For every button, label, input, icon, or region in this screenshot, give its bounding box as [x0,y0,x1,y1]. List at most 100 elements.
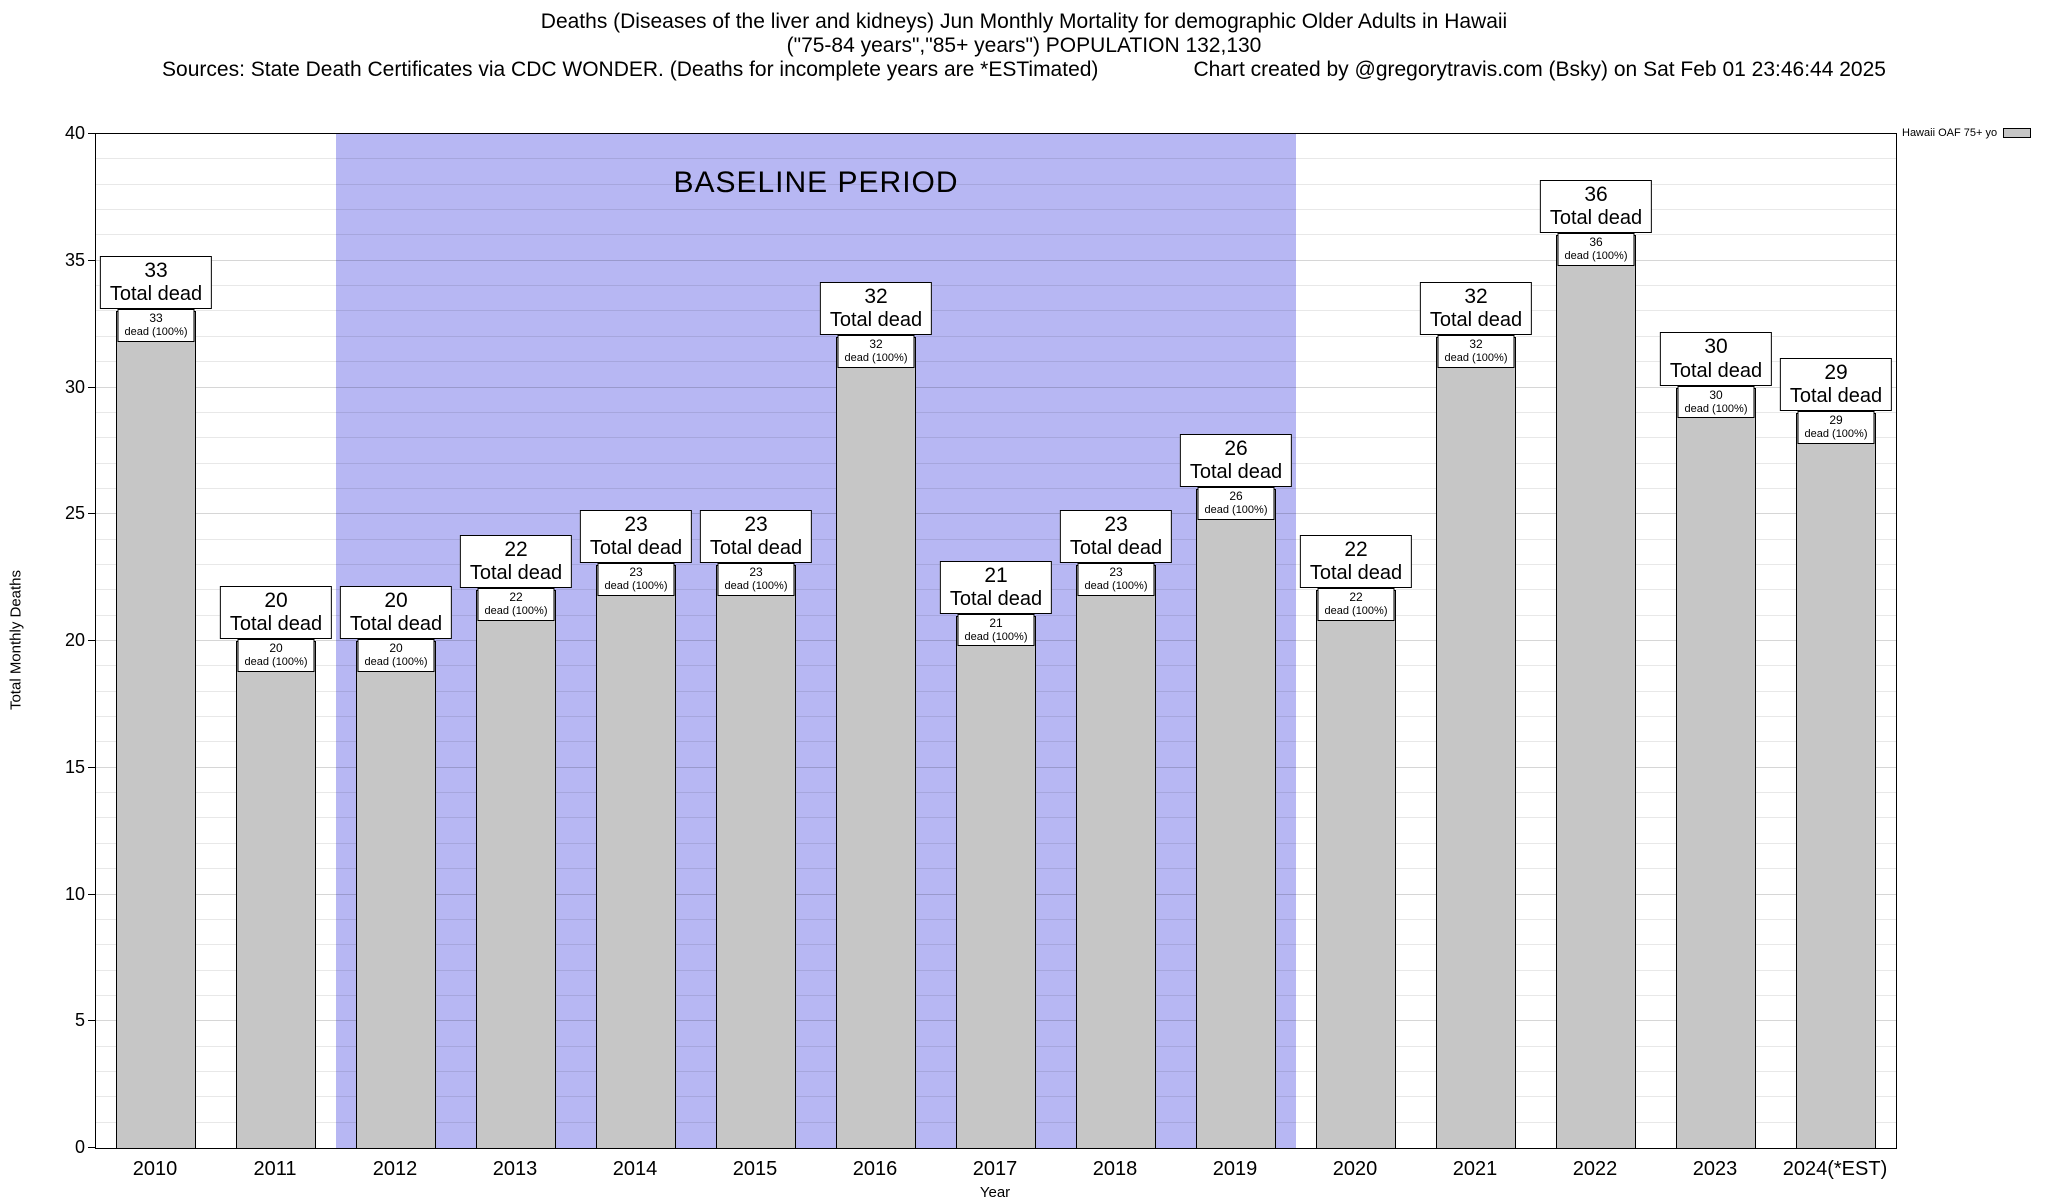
bar-total-text: Total dead [1789,384,1883,407]
x-tick-label: 2013 [492,1158,538,1180]
y-tick-label: 20 [64,630,85,650]
x-tick-label: 2018 [1092,1158,1138,1180]
bar-segment-value: 20 [389,641,403,655]
bar-total-value: 26 [1224,436,1248,460]
bar-segment-value: 21 [989,615,1003,630]
bar-segment-label: 22 dead (100%) [1317,588,1395,622]
chart-title-line1: Deaths (Diseases of the liver and kidney… [540,10,1508,33]
gridline [96,513,1896,515]
bar [956,615,1036,1148]
gridline [96,411,1896,413]
bar-total-value: 29 [1824,360,1848,384]
y-tick-mark [88,640,95,641]
gridline [96,538,1896,540]
gridline [96,183,1896,185]
bar-segment-text: dead (100%) [964,630,1028,643]
bar-segment-label: 32 dead (100%) [837,334,915,368]
bar-total-text: Total dead [1189,460,1283,483]
bar-total-value: 23 [744,512,768,536]
bar [1196,488,1276,1148]
bar-segment-label: 23 dead (100%) [717,562,795,596]
bar-segment-value: 26 [1229,488,1243,503]
legend: Hawaii OAF 75+ yo [1902,127,2032,139]
gridline [96,234,1896,236]
bar-segment-text: dead (100%) [604,579,668,592]
bar-total-text: Total dead [229,613,323,635]
bar-segment-value: 22 [509,590,523,605]
y-tick-mark [88,386,95,388]
bar-total-label: 20 Total dead [219,585,333,639]
bar-segment-label: 26 dead (100%) [1197,486,1275,520]
bar-segment-text: dead (100%) [844,351,908,364]
x-tick-label: 2017 [972,1158,1018,1180]
x-tick-label: 2021 [1452,1158,1498,1180]
bar-total-value: 32 [1464,284,1488,308]
gridline [96,209,1896,211]
x-tick-label: 2014 [612,1158,658,1180]
bar [1316,590,1396,1148]
bar-total-label: 23 Total dead [579,509,693,563]
y-tick-mark [88,513,95,515]
gridline [96,437,1896,439]
x-tick-label: 2015 [732,1158,778,1180]
bar-segment-text: dead (100%) [1204,503,1268,516]
bar-segment-label: 36 dead (100%) [1557,233,1635,267]
bar-segment-value: 20 [269,641,283,655]
bar-total-text: Total dead [1549,207,1643,230]
bar-total-value: 22 [504,538,528,562]
bar-segment-value: 32 [1469,336,1483,351]
bar [236,641,316,1148]
bar-total-value: 23 [1104,512,1128,536]
y-tick-label: 40 [64,123,85,143]
bar [1436,336,1516,1148]
bar-total-text: Total dead [349,613,443,635]
bar-segment-text: dead (100%) [484,605,548,618]
x-tick-label: 2023 [1692,1158,1738,1180]
bar-segment-value: 23 [749,564,763,579]
bar-segment-value: 23 [629,564,643,579]
bar-total-label: 20 Total dead [339,585,453,639]
bar-total-label: 32 Total dead [819,281,933,335]
y-tick-label: 15 [64,756,85,777]
bar-total-value: 33 [144,259,168,283]
bar-segment-value: 23 [1109,564,1123,579]
bar-total-text: Total dead [589,536,683,559]
bar-segment-label: 33 dead (100%) [117,309,195,343]
bar-segment-label: 21 dead (100%) [957,613,1035,647]
y-tick-mark [88,893,95,895]
bar-total-value: 32 [864,284,888,308]
bar-total-value: 36 [1584,183,1608,207]
y-tick-label: 25 [64,503,85,524]
x-tick-label: 2020 [1332,1158,1378,1180]
gridline [96,158,1896,160]
bar-segment-text: dead (100%) [1084,579,1148,592]
bar-total-label: 23 Total dead [699,509,813,563]
bar-total-label: 22 Total dead [459,535,573,589]
bar-total-label: 29 Total dead [1779,357,1893,411]
x-tick-label: 2010 [132,1158,178,1180]
bar-segment-label: 30 dead (100%) [1677,385,1755,419]
bar-total-text: Total dead [109,283,203,306]
bar [476,590,556,1148]
y-tick-label: 5 [74,1010,85,1031]
bar-total-text: Total dead [709,536,803,559]
gridline [96,487,1896,489]
bar-segment-value: 30 [1709,387,1723,402]
bar-segment-label: 20 dead (100%) [357,639,435,672]
bar-total-text: Total dead [1429,308,1523,331]
bar-total-label: 26 Total dead [1179,433,1293,487]
x-tick-label: 2022 [1572,1158,1618,1180]
bar-total-label: 32 Total dead [1419,281,1533,335]
baseline-period-label: BASELINE PERIOD [673,166,959,199]
bar-segment-label: 20 dead (100%) [237,639,315,672]
bar-segment-text: dead (100%) [1324,605,1388,618]
bar-segment-text: dead (100%) [1564,250,1628,263]
y-tick-mark [88,133,95,134]
bar-segment-label: 22 dead (100%) [477,588,555,622]
bar [716,564,796,1148]
bar-segment-value: 33 [149,311,163,326]
gridline [96,361,1896,363]
bar-segment-value: 32 [869,336,883,351]
y-tick-mark [88,259,95,261]
